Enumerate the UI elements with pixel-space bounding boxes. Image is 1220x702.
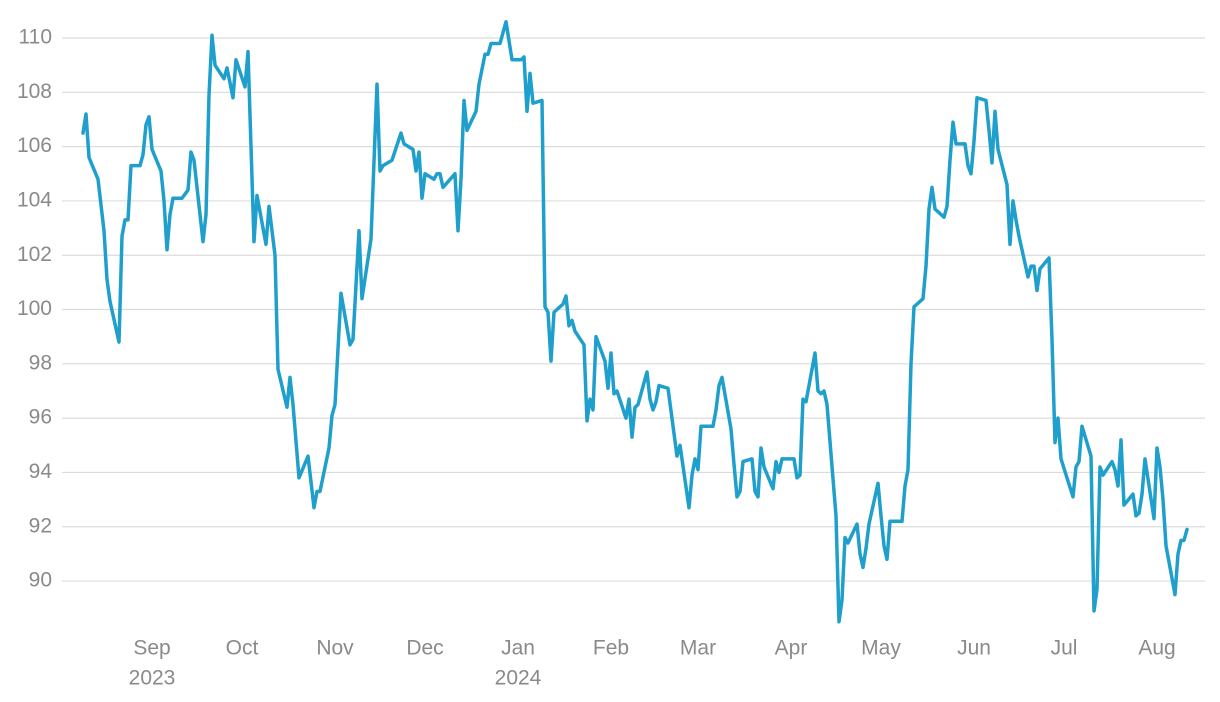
y-tick-label: 104 [17, 188, 52, 211]
x-tick-label: Mar [680, 637, 716, 660]
y-tick-label: 98 [29, 351, 52, 374]
y-tick-label: 110 [19, 26, 52, 49]
y-tick-label: 96 [29, 406, 52, 429]
x-year-label: 2023 [129, 667, 176, 690]
x-tick-label: May [861, 637, 901, 660]
plot-area [81, 19, 1189, 624]
y-tick-label: 94 [29, 460, 53, 483]
x-tick-label: Nov [316, 637, 354, 660]
x-tick-label: Apr [775, 637, 808, 660]
y-tick-label: 92 [29, 514, 52, 537]
x-year-label: 2024 [495, 667, 542, 690]
x-tick-label: Dec [406, 637, 443, 660]
x-tick-label: Sep [133, 637, 170, 660]
x-tick-label: Jun [957, 637, 991, 660]
x-tick-label: Feb [593, 637, 629, 660]
grid-layer [62, 37, 1205, 582]
x-tick-label: Aug [1138, 637, 1175, 660]
y-tick-label: 100 [17, 297, 52, 320]
y-tick-label: 106 [17, 134, 52, 157]
x-tick-label: Oct [226, 637, 259, 660]
x-tick-label: Jan [501, 637, 535, 660]
axis-labels: 90 92 94 96 98 100 102 104 106 108 110 Sep Oct Nov Dec… [17, 26, 1176, 690]
x-tick-label: Jul [1051, 637, 1078, 660]
y-tick-label: 108 [17, 80, 52, 103]
price-line [81, 19, 1189, 624]
y-tick-label: 90 [29, 569, 52, 592]
y-tick-label: 102 [17, 243, 52, 266]
